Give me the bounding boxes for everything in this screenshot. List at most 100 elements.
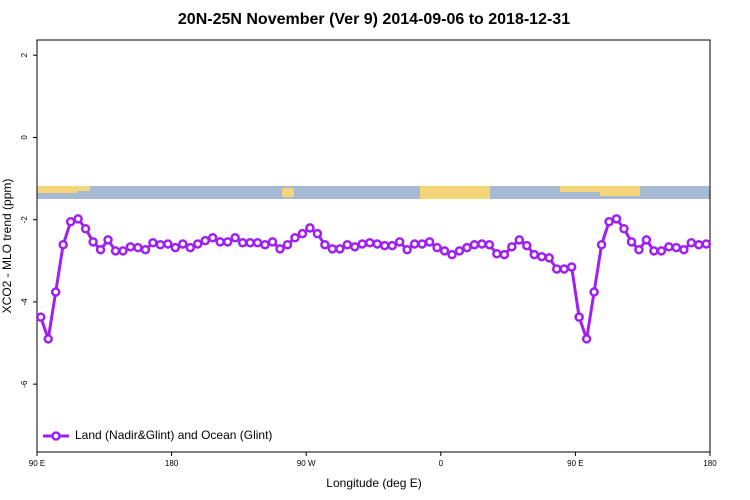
chart-title: 20N-25N November (Ver 9) 2014-09-06 to 2…	[178, 11, 570, 28]
data-point	[215, 237, 225, 247]
x-tick-label: 180	[703, 459, 717, 468]
data-point	[454, 246, 465, 256]
data-point	[163, 239, 173, 249]
data-point	[589, 287, 599, 297]
data-point	[619, 223, 629, 234]
data-point	[148, 237, 158, 248]
data-point	[222, 237, 233, 247]
data-point	[611, 214, 622, 224]
y-axis-label: XCO2 - MLO trend (ppm)	[0, 179, 14, 314]
data-point	[230, 233, 240, 243]
data-point	[409, 239, 420, 249]
data-point	[544, 253, 554, 263]
y-tick-label: 2	[20, 52, 29, 57]
data-point	[65, 216, 76, 227]
data-point	[477, 239, 487, 249]
data-point	[133, 242, 143, 253]
data-point	[110, 246, 121, 256]
x-tick-label: 90 W	[297, 459, 316, 468]
data-point	[350, 242, 360, 252]
data-point	[237, 237, 248, 248]
data-point	[604, 216, 614, 227]
data-point	[537, 251, 547, 262]
data-point	[365, 237, 375, 248]
data-point	[701, 239, 712, 249]
data-point	[574, 312, 584, 322]
data-point	[335, 244, 345, 254]
data-point	[252, 237, 263, 248]
data-point	[80, 223, 91, 234]
data-point	[207, 233, 218, 243]
y-tick-label: -6	[20, 380, 29, 388]
data-point	[43, 334, 53, 344]
x-tick-label: 90 E	[567, 459, 583, 468]
data-point	[95, 244, 106, 255]
data-point	[200, 235, 210, 246]
data-point	[551, 264, 562, 274]
data-point	[641, 235, 652, 245]
data-point	[342, 240, 353, 250]
data-point	[125, 242, 136, 252]
data-point	[484, 240, 495, 250]
data-point	[462, 242, 472, 253]
data-point	[626, 237, 637, 247]
data-point	[50, 287, 61, 297]
data-point	[275, 244, 285, 254]
x-tick-label: 180	[165, 459, 179, 468]
data-point	[305, 223, 315, 233]
map-strip	[37, 186, 710, 199]
data-point	[245, 237, 255, 248]
data-point	[686, 237, 697, 248]
data-point	[170, 242, 181, 253]
data-point	[679, 244, 689, 255]
data-point	[439, 246, 450, 256]
data-point	[499, 249, 510, 260]
data-point	[514, 235, 525, 245]
data-point	[566, 262, 577, 272]
data-point	[424, 237, 435, 247]
data-point	[432, 242, 442, 253]
data-point	[634, 244, 644, 255]
x-tick-label: 0	[439, 459, 444, 468]
data-point	[58, 240, 68, 250]
data-point	[312, 228, 323, 239]
data-point	[320, 240, 330, 250]
data-point	[656, 246, 667, 256]
data-point	[507, 242, 517, 252]
data-point	[492, 249, 502, 259]
data-point	[290, 233, 300, 243]
data-point	[260, 240, 270, 250]
x-axis-label: Longitude (deg E)	[326, 476, 421, 490]
data-point	[178, 239, 188, 249]
data-point	[649, 246, 659, 256]
data-point	[35, 312, 46, 322]
data-point	[103, 235, 113, 245]
data-point	[297, 228, 308, 239]
x-tick-label: 90 E	[29, 459, 45, 468]
data-point	[387, 240, 397, 251]
data-point	[372, 239, 382, 249]
data-point	[529, 249, 540, 260]
y-tick-label: -2	[20, 216, 29, 224]
data-point	[694, 240, 704, 250]
data-point	[73, 214, 83, 224]
data-point	[559, 264, 569, 274]
data-point	[596, 240, 607, 250]
data-point	[267, 237, 278, 247]
data-point	[581, 334, 592, 344]
data-point	[88, 237, 98, 247]
legend-marker	[51, 431, 61, 441]
data-point	[185, 242, 196, 253]
data-point	[417, 239, 427, 249]
data-point	[394, 237, 405, 247]
data-point	[402, 244, 412, 255]
data-point	[282, 240, 293, 250]
data-point	[522, 240, 532, 251]
data-point	[664, 242, 674, 252]
data-point	[118, 246, 128, 256]
data-point	[469, 240, 480, 250]
y-tick-label: 0	[20, 135, 29, 140]
data-point	[140, 244, 151, 255]
data-point	[447, 249, 457, 260]
